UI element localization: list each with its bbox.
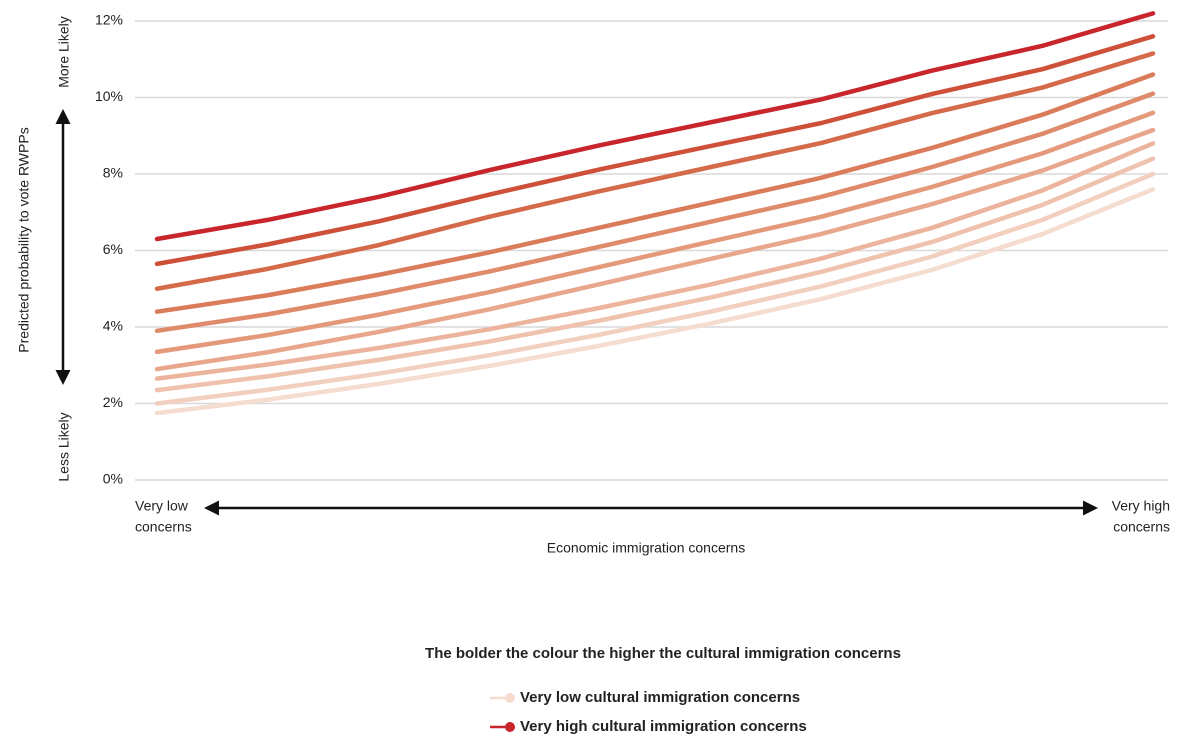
- series-line: [154, 51, 1156, 291]
- series-line: [154, 187, 1156, 416]
- y-tick-label: 2%: [103, 394, 123, 410]
- legend-marker: [505, 722, 515, 732]
- y-tick-label: 12%: [95, 12, 123, 28]
- x-high-label: Very high: [1112, 498, 1170, 514]
- y-tick-label: 8%: [103, 165, 123, 181]
- x-axis-label: Economic immigration concerns: [547, 540, 745, 556]
- y-axis-label: Predicted probability to vote RWPPs: [16, 127, 32, 352]
- legend-label: Very low cultural immigration concerns: [520, 689, 800, 706]
- series-line: [154, 110, 1156, 355]
- x-low-label: concerns: [135, 519, 192, 535]
- legend-marker: [505, 693, 515, 703]
- legend-title: The bolder the colour the higher the cul…: [425, 645, 901, 662]
- series-line: [154, 72, 1156, 314]
- x-low-label: Very low: [135, 498, 189, 514]
- x-high-label: concerns: [1113, 519, 1170, 535]
- y-tick-label: 4%: [103, 318, 123, 334]
- y-bottom-label: Less Likely: [56, 412, 72, 481]
- series-line: [154, 11, 1156, 242]
- series-line: [154, 127, 1156, 372]
- series-line: [154, 156, 1156, 393]
- y-tick-label: 0%: [103, 471, 123, 487]
- y-top-label: More Likely: [56, 16, 72, 88]
- series-line: [154, 34, 1156, 267]
- y-tick-label: 10%: [95, 88, 123, 104]
- series-line: [154, 91, 1156, 334]
- series-line: [154, 141, 1156, 381]
- y-tick-label: 6%: [103, 241, 123, 257]
- series-line: [154, 171, 1156, 406]
- legend-label: Very high cultural immigration concerns: [520, 718, 807, 735]
